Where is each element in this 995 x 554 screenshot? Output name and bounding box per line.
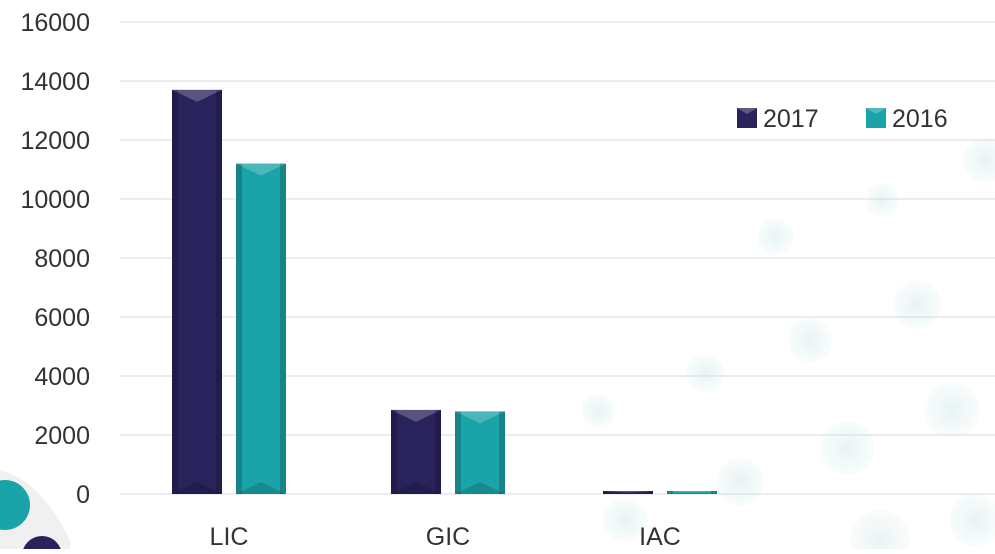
decor-bubble (581, 394, 615, 428)
bar (455, 411, 505, 494)
legend-swatch (737, 108, 757, 128)
decor-bubble (963, 138, 995, 182)
legend-label: 2016 (892, 105, 948, 133)
legend-swatch (866, 108, 886, 128)
decor-bubble (757, 219, 793, 255)
x-tick-label: IAC (639, 523, 681, 549)
logo-circle-teal (0, 480, 30, 530)
bar (667, 491, 717, 494)
legend: 2017 2016 (737, 105, 948, 133)
gridlines (120, 21, 995, 495)
y-tick-label: 12000 (20, 127, 90, 155)
bar (391, 409, 441, 494)
y-axis-tick-labels: 0 2000 4000 6000 8000 10000 12000 14000 16000 (20, 9, 90, 509)
decor-bubble (893, 281, 941, 329)
bars (172, 89, 717, 494)
decor-bubble (850, 510, 910, 554)
decor-bubble (866, 184, 898, 216)
y-tick-label: 0 (76, 481, 90, 509)
legend-item: 2016 (866, 105, 948, 133)
bar (603, 491, 653, 494)
x-axis-tick-labels: LIC GIC IAC (210, 523, 681, 551)
y-tick-label: 8000 (34, 245, 90, 273)
decor-bubble (686, 354, 724, 392)
corner-logo-decoration (0, 470, 70, 554)
legend-item: 2017 (737, 105, 819, 133)
y-tick-label: 6000 (34, 304, 90, 332)
decor-bubble (949, 494, 995, 546)
x-tick-label: GIC (426, 523, 470, 549)
bar (172, 89, 222, 494)
x-tick-label: LIC (210, 523, 249, 549)
decor-bubble (788, 318, 832, 362)
y-tick-label: 10000 (20, 186, 90, 214)
decor-bubble (820, 421, 874, 475)
y-tick-label: 4000 (34, 363, 90, 391)
decor-bubble (603, 498, 647, 542)
y-tick-label: 2000 (34, 422, 90, 450)
y-tick-label: 14000 (20, 68, 90, 96)
bar (236, 163, 286, 494)
y-tick-label: 16000 (20, 9, 90, 37)
decor-bubble (716, 458, 764, 506)
decor-bubble (924, 382, 980, 438)
legend-label: 2017 (763, 105, 819, 133)
background-decoration (581, 138, 995, 554)
